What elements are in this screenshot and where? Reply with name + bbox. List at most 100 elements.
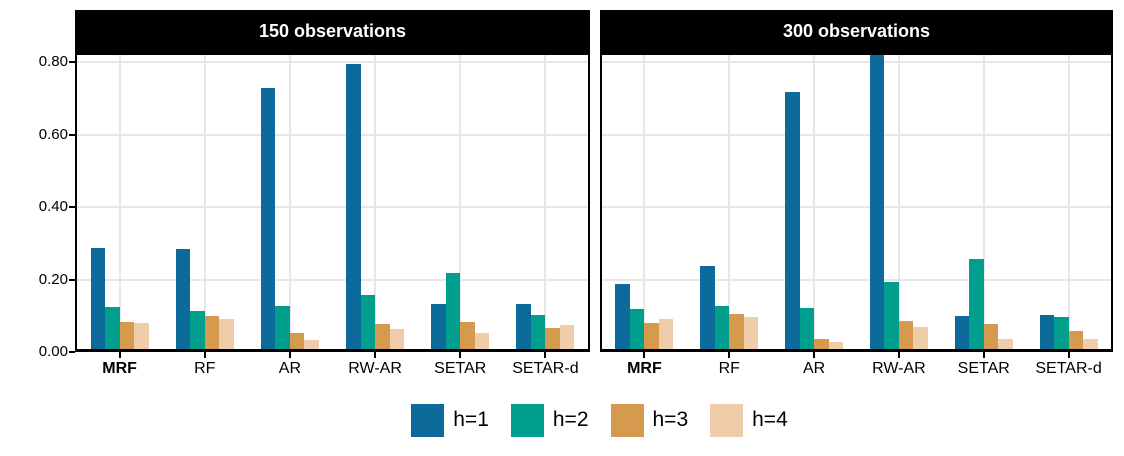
gridline-vertical: [203, 55, 206, 349]
legend-swatch: [411, 403, 445, 437]
bar-mrf-h4: [658, 318, 674, 349]
y-tick-label: 0.40: [38, 198, 68, 216]
gridline-vertical: [459, 55, 462, 349]
bar-rf-h3: [204, 316, 220, 349]
gridline-horizontal: [602, 61, 1111, 64]
bar-mrf-h3: [644, 322, 659, 349]
y-tick-mark: [69, 206, 75, 209]
bar-setar-h4: [998, 338, 1013, 349]
x-tick-mark: [544, 352, 547, 358]
bar-setar-h3: [983, 323, 999, 349]
gridline-horizontal: [77, 206, 588, 209]
plot-panel: [75, 53, 590, 352]
bar-rw-ar-h3: [898, 320, 914, 349]
bar-setar-d-h2: [1054, 316, 1069, 349]
y-tick-label: 0.80: [38, 53, 68, 71]
gridline-vertical: [1067, 55, 1070, 349]
bar-setar-d-h1: [1039, 314, 1055, 349]
legend-item-h3: h=3: [610, 403, 689, 437]
y-tick-mark: [69, 133, 75, 136]
legend-label: h=1: [453, 408, 489, 431]
bar-setar-d-h3: [1068, 330, 1084, 349]
legend-swatch: [610, 403, 644, 437]
x-tick-mark: [1067, 352, 1070, 358]
bar-ar-h1: [260, 88, 276, 349]
bar-rf-h2: [190, 310, 205, 349]
x-tick-label-ar: AR: [802, 360, 826, 377]
gridline-vertical: [813, 55, 816, 349]
bar-setar-h3: [460, 322, 475, 349]
bar-setar-h1: [954, 315, 970, 349]
x-tick-mark: [374, 352, 377, 358]
legend-swatch: [510, 403, 544, 437]
x-tick-label-rf: RF: [718, 360, 740, 377]
gridline-vertical: [374, 55, 377, 349]
gridline-horizontal: [77, 61, 588, 64]
facet-strip-title: 300 observations: [600, 10, 1113, 53]
x-tick-mark: [897, 352, 900, 358]
x-tick-label-mrf: MRF: [102, 360, 137, 377]
facet-strip-title: 150 observations: [75, 10, 590, 53]
chart-legend: h=1 h=2 h=3 h=4: [75, 398, 1124, 442]
bar-setar-d-h2: [530, 315, 546, 349]
bar-ar-h4: [828, 342, 844, 349]
bar-ar-h2: [275, 306, 290, 349]
bar-setar-d-h4: [559, 325, 575, 349]
gridline-horizontal: [77, 278, 588, 281]
y-tick-mark: [69, 351, 75, 353]
bar-ar-h1: [785, 91, 800, 349]
x-tick-label-setar-d: SETAR-d: [1035, 360, 1102, 377]
gridline-horizontal: [602, 133, 1111, 136]
bar-rf-h3: [729, 314, 744, 349]
legend-swatch: [710, 403, 744, 437]
bar-setar-h2: [445, 272, 461, 349]
facet-150-observations: 150 observations: [75, 10, 590, 352]
bar-mrf-h2: [105, 307, 120, 349]
x-tick-label-rw-ar: RW-AR: [872, 360, 926, 377]
gridline-horizontal: [602, 278, 1111, 281]
bar-mrf-h1: [615, 283, 630, 349]
x-tick-mark: [288, 352, 291, 358]
x-tick-label-setar: SETAR: [957, 360, 1010, 377]
bar-rf-h1: [175, 248, 191, 349]
gridline-vertical: [118, 55, 121, 349]
x-tick-label-mrf: MRF: [627, 360, 662, 377]
bar-rf-h2: [714, 306, 730, 349]
x-tick-label-rf: RF: [194, 360, 216, 377]
gridline-vertical: [728, 55, 731, 349]
bar-ar-h3: [814, 338, 829, 349]
bar-setar-d-h4: [1083, 338, 1098, 349]
legend-label: h=4: [752, 408, 788, 431]
bar-mrf-h4: [134, 322, 149, 349]
bar-ar-h3: [289, 333, 305, 349]
gridline-horizontal: [602, 206, 1111, 209]
bar-setar-h1: [431, 304, 446, 349]
bar-setar-d-h1: [516, 304, 531, 349]
gridline-horizontal: [77, 133, 588, 136]
gridline-vertical: [982, 55, 985, 349]
plot-panel: [600, 53, 1113, 352]
bar-rw-ar-h4: [913, 326, 928, 349]
bar-setar-d-h3: [545, 328, 560, 349]
bar-rw-ar-h1: [869, 55, 885, 349]
gridline-vertical: [897, 55, 900, 349]
gridline-vertical: [544, 55, 547, 349]
bar-mrf-h1: [90, 247, 106, 349]
x-tick-mark: [728, 352, 731, 358]
legend-label: h=3: [652, 408, 689, 431]
y-tick-mark: [69, 61, 75, 64]
bar-ar-h4: [304, 340, 319, 349]
x-tick-mark: [813, 352, 816, 358]
gridline-vertical: [643, 55, 646, 349]
bar-setar-h2: [969, 259, 984, 349]
legend-item-h4: h=4: [710, 403, 788, 437]
y-tick-label: 0.20: [38, 270, 68, 288]
bar-setar-h4: [474, 333, 490, 349]
x-tick-mark: [643, 352, 646, 358]
gridline-vertical: [288, 55, 291, 349]
x-tick-mark: [203, 352, 206, 358]
x-tick-label-ar: AR: [278, 360, 302, 377]
legend-item-h2: h=2: [510, 403, 589, 437]
x-tick-mark: [982, 352, 985, 358]
